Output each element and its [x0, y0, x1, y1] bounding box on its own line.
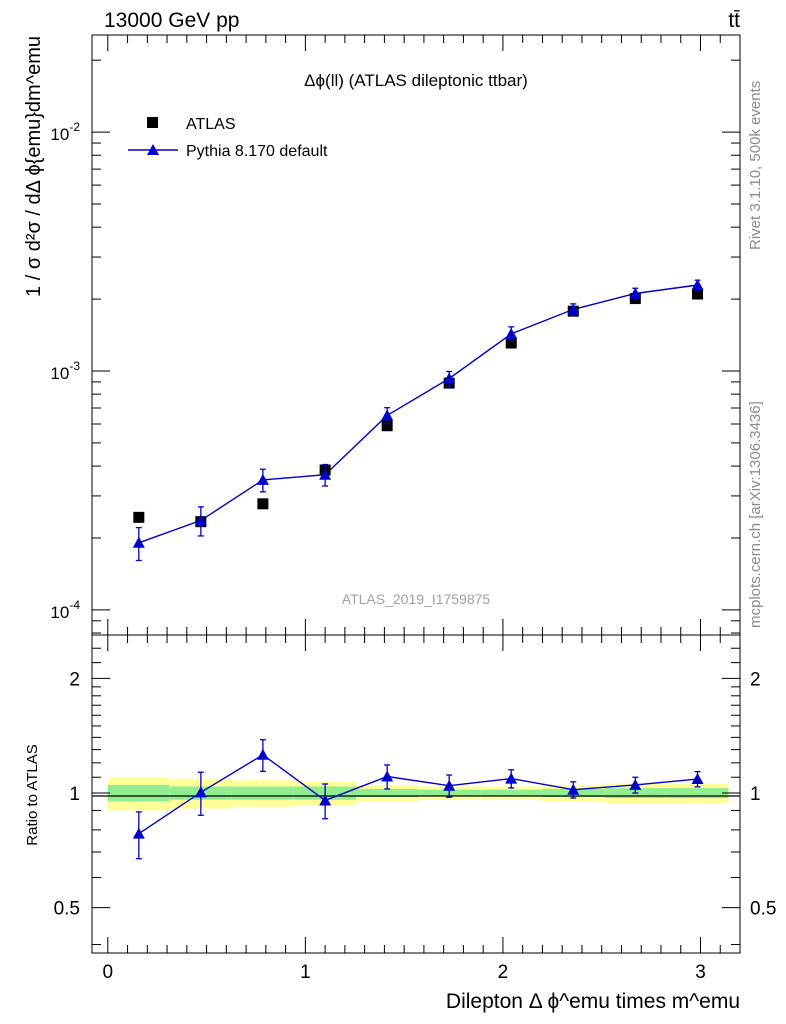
mc-point: [319, 468, 332, 480]
ratio-y-axis-label: Ratio to ATLAS: [24, 744, 41, 845]
mc-point: [629, 287, 642, 299]
ratio-point: [629, 778, 642, 790]
legend-label-mc: Pythia 8.170 default: [186, 143, 328, 160]
ratio-y-ticks: [92, 647, 740, 946]
ratio-y-tick-label-right: 1: [750, 784, 761, 805]
analysis-watermark: ATLAS_2019_I1759875: [342, 591, 491, 607]
x-axis-label: Dilepton Δ ϕ^emu times m^emu: [446, 990, 740, 1013]
rivet-version-label: Rivet 3.1.10, 500k events: [747, 81, 764, 250]
data-point: [257, 498, 269, 510]
mc-point: [567, 303, 580, 315]
main-y-axis-label: 1 / σ d²σ / dΔ ϕ{emu}dm^emu: [23, 36, 45, 297]
mc-point: [505, 327, 518, 339]
ratio-y-labels: 0.5 0.5 1 1 2 2: [54, 669, 777, 919]
ratio-y-tick-label-left: 2: [69, 669, 80, 690]
header-energy-label: 13000 GeV pp: [104, 9, 239, 32]
x-tick-label: 0: [103, 962, 114, 983]
mc-points-layer: [132, 279, 704, 562]
data-point: [692, 288, 704, 300]
ratio-point: [381, 770, 394, 782]
data-point: [505, 337, 517, 349]
legend-label-data: ATLAS: [186, 116, 236, 133]
x-tick-label: 3: [695, 962, 706, 983]
ratio-band-inner: [480, 789, 543, 797]
mc-point: [256, 473, 269, 485]
main-y-ticks: [92, 59, 740, 634]
ratio-point: [505, 772, 518, 784]
ratio-point: [256, 748, 269, 760]
legend-marker-data: [147, 117, 158, 128]
mc-point: [691, 279, 704, 291]
ratio-band-inner: [666, 788, 729, 799]
main-y-tick-label: 10-2: [50, 120, 80, 144]
ratio-band-inner: [107, 784, 170, 802]
ratio-band-inner: [356, 788, 419, 798]
mc-point: [443, 372, 456, 384]
data-points-layer: [133, 288, 704, 528]
mc-series-line: [138, 284, 698, 544]
x-tick-label: 2: [498, 962, 509, 983]
data-point: [381, 420, 393, 432]
ratio-y-tick-label-right: 0.5: [750, 899, 776, 920]
data-point: [133, 511, 145, 523]
main-y-tick-label: 10-4: [50, 598, 80, 622]
header-process-label: tt̄: [728, 9, 740, 32]
x-tick-label: 1: [300, 962, 311, 983]
main-y-tick-label: 10-3: [50, 359, 80, 383]
ratio-y-tick-label-left: 1: [69, 784, 80, 805]
main-title: Δϕ(ll) (ATLAS dileptonic ttbar): [304, 71, 528, 90]
ratio-point: [194, 786, 207, 798]
ratio-y-tick-label-left: 0.5: [54, 899, 80, 920]
main-panel: 10-4 10-3 10-2 Δϕ(ll) (ATLAS dileptonic tt…: [23, 34, 741, 636]
ratio-point: [691, 773, 704, 785]
ratio-points-layer: [132, 739, 704, 860]
ratio-panel: 0.5 0.5 1 1 2 2 0 1 2 3 Ratio to ATLAS Dilepton …: [24, 634, 777, 1013]
mc-line-layer: [138, 284, 698, 544]
mc-point: [194, 514, 207, 526]
ratio-series-line: [138, 753, 698, 835]
ratio-point: [443, 779, 456, 791]
ratio-x-ticks: [107, 635, 721, 953]
legend-marker-mc: [147, 144, 159, 155]
mc-point: [381, 409, 394, 421]
ratio-x-labels: 0 1 2 3: [103, 962, 706, 983]
ratio-point: [132, 827, 145, 839]
ratio-band-inner: [231, 786, 294, 800]
ratio-point: [567, 783, 580, 795]
ratio-y-tick-label-right: 2: [750, 669, 761, 690]
main-y-labels: 10-4 10-3 10-2: [50, 120, 80, 622]
mc-point: [132, 536, 145, 548]
main-x-ticks: [107, 35, 721, 635]
mcplots-label: mcplots.cern.ch [arXiv:1306.3436]: [747, 401, 764, 628]
ratio-frame: [91, 634, 741, 954]
legend: ATLAS Pythia 8.170 default: [128, 116, 328, 160]
ratio-point: [319, 794, 332, 806]
